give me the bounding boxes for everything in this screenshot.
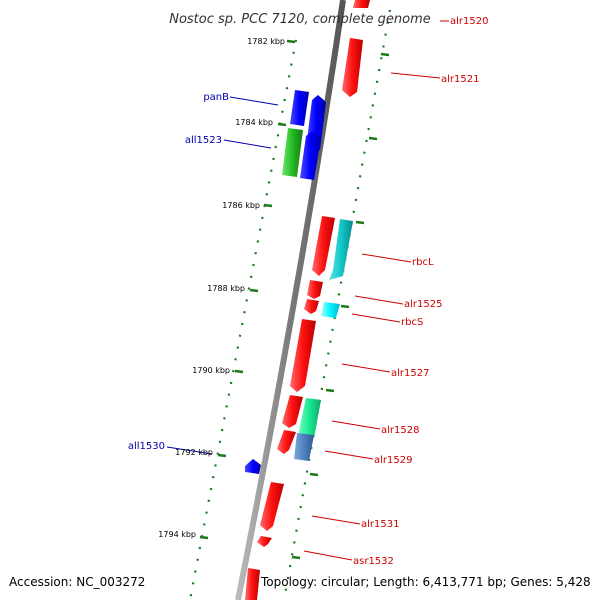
leader-alr1529 [324, 450, 374, 460]
major-tick [263, 203, 273, 208]
major-tick [340, 304, 350, 309]
gene-alr1525[interactable] [307, 280, 323, 299]
major-tick [291, 555, 301, 560]
leader-rbcS [351, 313, 401, 323]
gene-alr1521[interactable] [342, 38, 363, 97]
tick-label: 1790 kbp [192, 366, 230, 375]
gene-label-alr1529[interactable]: alr1529 [374, 455, 412, 466]
gene-label-alr1528[interactable]: alr1528 [381, 425, 419, 436]
gene-rbcS[interactable] [321, 302, 340, 318]
major-tick [325, 388, 335, 393]
leader-alr1527 [341, 363, 391, 373]
leader-rbcL [361, 253, 412, 263]
genome-backbone [235, 0, 346, 600]
leader-panB [229, 96, 279, 106]
gene-bottom[interactable] [245, 568, 260, 600]
gene-asr1532[interactable] [257, 536, 272, 547]
gene-label-all1523[interactable]: all1523 [185, 135, 222, 146]
leader-asr1532 [303, 550, 353, 561]
major-tick [249, 288, 259, 293]
major-tick [355, 220, 365, 225]
leader-all1523 [223, 139, 272, 149]
gene-alr1529[interactable] [277, 430, 296, 454]
leader-alr1521 [390, 72, 441, 79]
label-leaders [166, 20, 449, 561]
gene-alr1528-partner[interactable] [298, 398, 321, 438]
gene-label-asr1532[interactable]: asr1532 [353, 556, 394, 567]
major-tick [286, 39, 296, 44]
major-tick [277, 122, 287, 127]
leader-alr1528 [331, 420, 381, 430]
gene-label-rbcS[interactable]: rbcS [401, 317, 423, 328]
gene-all1523[interactable] [282, 128, 303, 177]
tick-label: 1792 kbp [175, 448, 213, 457]
gene-arrow-reverse-blue[interactable] [300, 131, 321, 180]
major-tick [234, 369, 244, 374]
gene-label-alr1531[interactable]: alr1531 [361, 519, 399, 530]
gene-red-small[interactable] [304, 299, 319, 314]
leader-alr1531 [311, 515, 361, 525]
gene-label-alr1527[interactable]: alr1527 [391, 368, 429, 379]
tick-labels: 1782 kbp 1784 kbp 1786 kbp 1788 kbp 1790… [158, 37, 285, 539]
gene-label-alr1521[interactable]: alr1521 [441, 74, 479, 85]
gene-label-panB[interactable]: panB [203, 92, 229, 103]
gene-alr1528[interactable] [282, 395, 303, 428]
tick-label: 1782 kbp [247, 37, 285, 46]
gene-alr1520[interactable] [353, 0, 370, 8]
leader-alr1525 [354, 295, 404, 305]
gene-label-alr1520[interactable]: alr1520 [450, 16, 488, 27]
gene-alr1529-partner[interactable] [294, 433, 314, 461]
tick-label: 1784 kbp [235, 118, 273, 127]
gene-label-rbcL[interactable]: rbcL [412, 257, 434, 268]
gene-all1530[interactable] [245, 459, 261, 474]
gene-rbcL[interactable] [312, 216, 335, 276]
gene-label-all1530[interactable]: all1530 [128, 441, 165, 452]
tick-marks [188, 9, 392, 600]
major-tick [380, 52, 390, 57]
tick-label: 1794 kbp [158, 530, 196, 539]
topology-text: Topology: circular; Length: 6,413,771 bp… [261, 575, 591, 589]
major-tick [217, 453, 227, 458]
gene-labels: alr1520 alr1521 panB all1523 rbcL alr152… [128, 16, 489, 567]
accession-text: Accession: NC_003272 [9, 575, 146, 589]
map-title: Nostoc sp. PCC 7120, complete genome [169, 12, 431, 27]
gene-panB[interactable] [290, 90, 309, 126]
gene-rbcL-partner[interactable] [329, 219, 353, 280]
major-tick [368, 136, 378, 141]
major-tick [309, 472, 319, 477]
tick-label: 1786 kbp [222, 201, 260, 210]
major-tick [199, 535, 209, 540]
tick-label: 1788 kbp [207, 284, 245, 293]
leader-all1530 [166, 446, 213, 455]
forward-strand-genes [245, 0, 370, 600]
gene-label-alr1525[interactable]: alr1525 [404, 299, 442, 310]
reverse-strand-genes [245, 90, 326, 474]
gene-alr1531[interactable] [260, 482, 284, 531]
gene-alr1527[interactable] [290, 319, 316, 392]
